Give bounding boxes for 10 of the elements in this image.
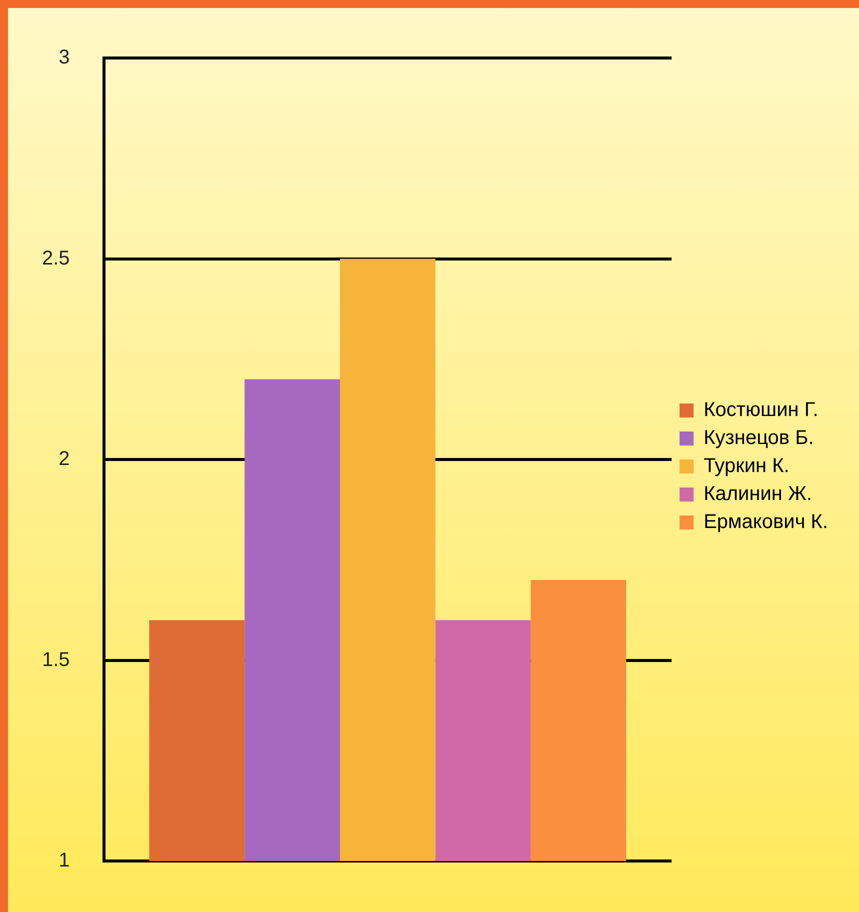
legend-label: Кузнецов Б. <box>704 427 814 450</box>
legend-label: Костюшин Г. <box>704 399 818 422</box>
legend-label: Калинин Ж. <box>704 483 812 506</box>
legend-label: Ермакович К. <box>704 511 828 534</box>
y-tick-label: 1.5 <box>42 648 70 671</box>
y-tick-label: 2 <box>58 448 70 470</box>
y-tick-label: 2.5 <box>42 247 70 270</box>
y-tick-label: 1 <box>58 850 70 872</box>
y-tick-label: 3 <box>58 46 70 69</box>
legend-label: Туркин К. <box>704 455 790 478</box>
